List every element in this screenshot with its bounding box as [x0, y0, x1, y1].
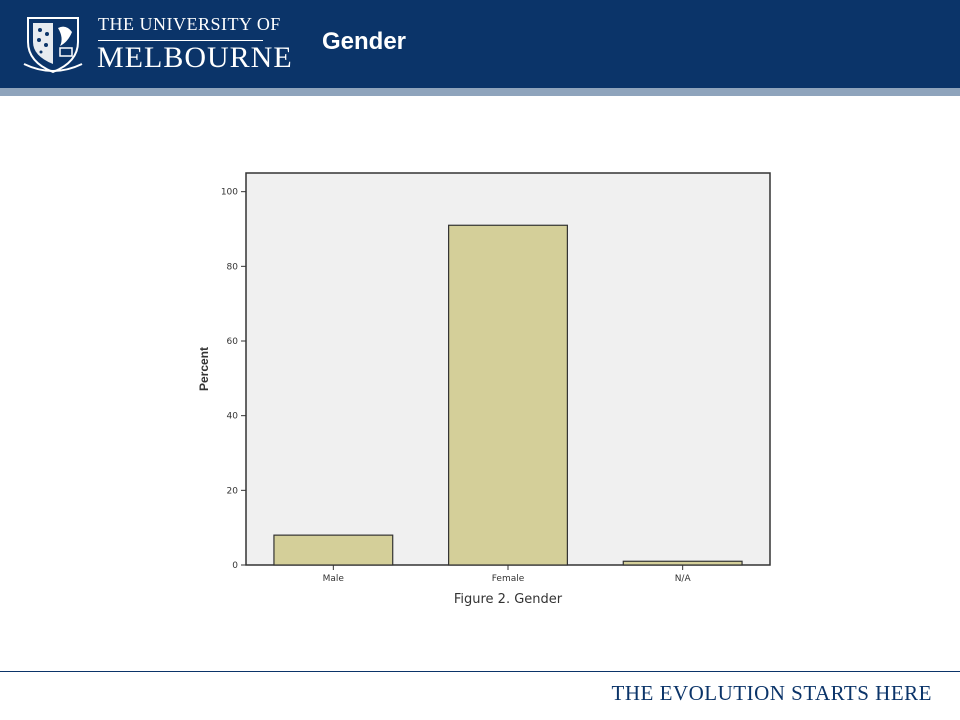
bar-na: [622, 560, 743, 566]
bars-group: [273, 224, 743, 566]
x-tick-label: Male: [323, 574, 345, 584]
university-name-line2: MELBOURNE: [97, 41, 293, 74]
y-tick-label: 100: [221, 188, 238, 198]
x-axis-label: Figure 2. Gender: [454, 592, 563, 607]
header-stripe: [0, 88, 960, 96]
university-name-divider: [98, 40, 263, 41]
y-tick-label: 20: [227, 486, 239, 496]
y-tick-label: 0: [232, 561, 238, 571]
x-axis: Male Female N/A: [323, 565, 692, 584]
bar-female: [448, 224, 568, 566]
x-tick-label: Female: [492, 574, 525, 584]
slide-title: Gender: [322, 28, 407, 55]
footer-divider: [0, 671, 960, 672]
y-tick-label: 40: [227, 412, 239, 422]
university-crest-icon: [23, 17, 83, 74]
bar-male: [273, 534, 394, 566]
gender-bar-chart: 0 20 40 60 80 100 Male Female N/A Percent Figur…: [197, 172, 771, 607]
y-axis-label: Percent: [197, 347, 211, 391]
footer-tagline: THE EVOLUTION STARTS HERE: [611, 681, 932, 705]
y-tick-label: 80: [227, 262, 239, 272]
y-axis: 0 20 40 60 80 100: [221, 188, 246, 571]
university-name-line1: THE UNIVERSITY OF: [98, 14, 281, 34]
y-tick-label: 60: [227, 337, 239, 347]
header-bar: THE UNIVERSITY OF MELBOURNE Gender: [0, 0, 960, 88]
x-tick-label: N/A: [675, 574, 692, 584]
